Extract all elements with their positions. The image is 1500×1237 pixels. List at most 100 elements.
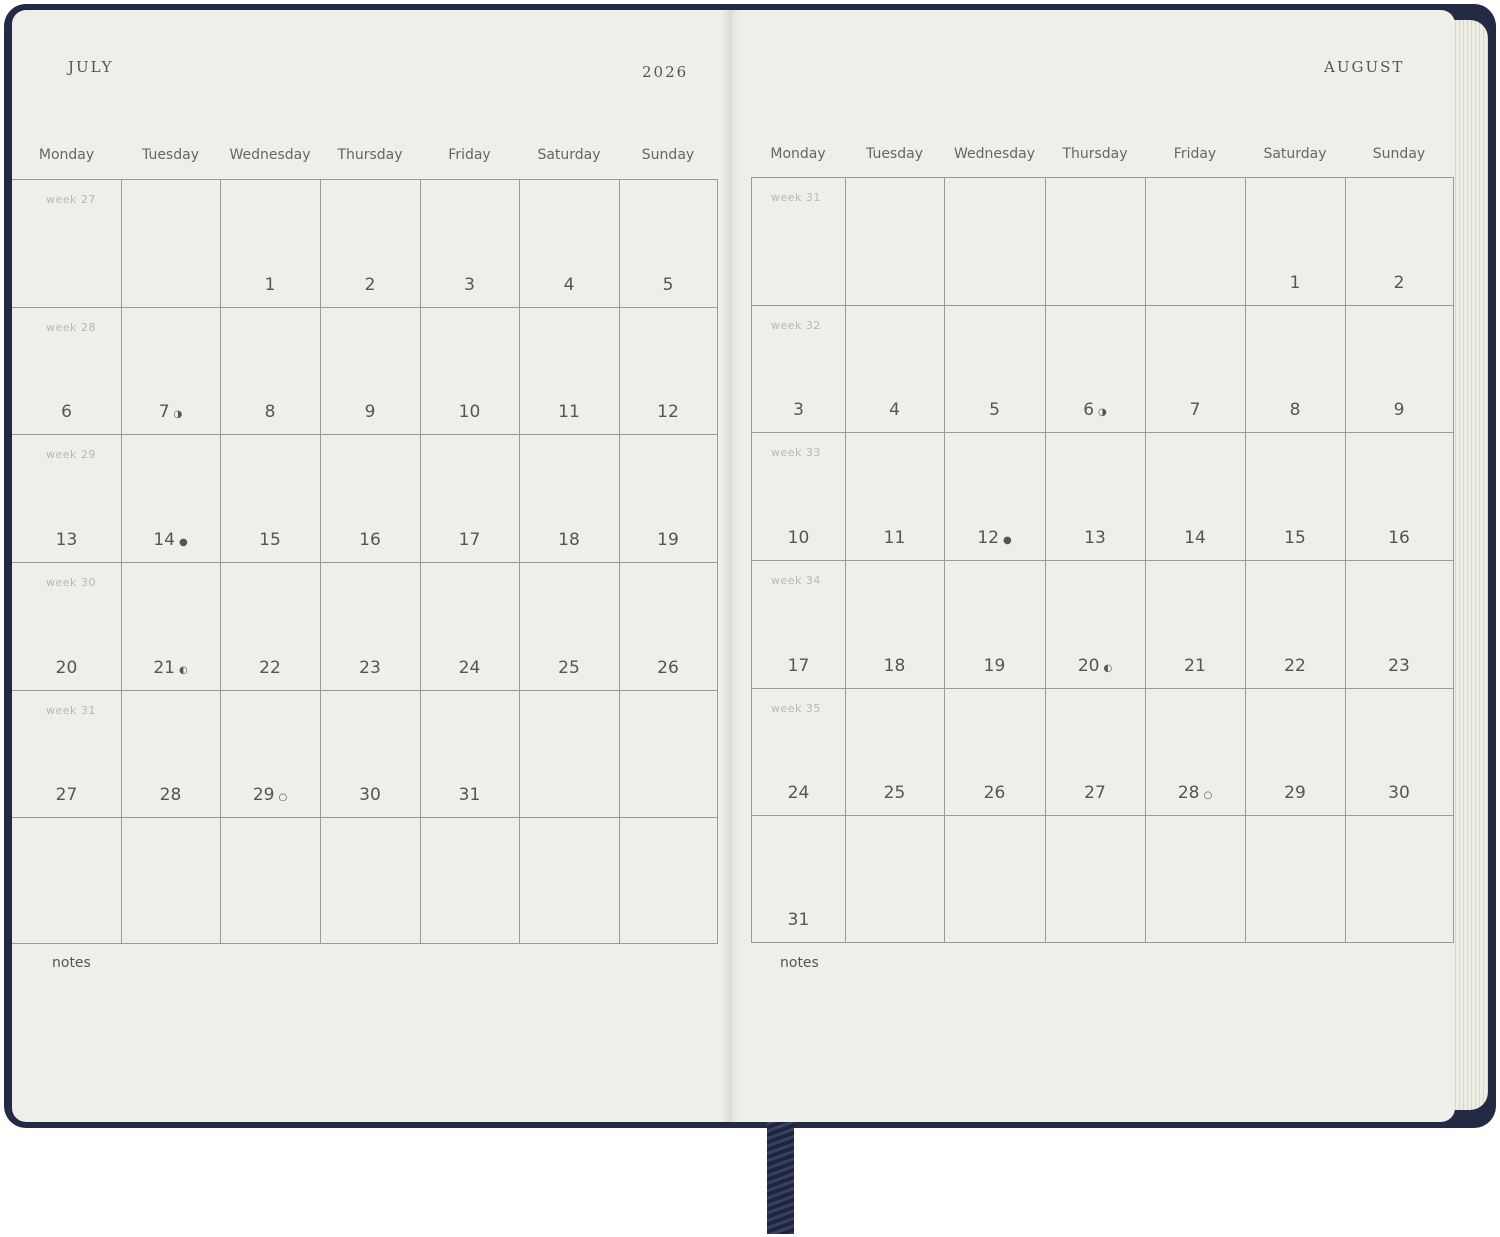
calendar-cell: week 31 27 bbox=[12, 690, 122, 818]
calendar-cell: 30 bbox=[320, 690, 421, 818]
day-number: 10 bbox=[458, 402, 481, 422]
day-number: 8 bbox=[1289, 400, 1301, 420]
calendar-cell: 31 bbox=[420, 690, 520, 818]
day-number: 2 bbox=[364, 275, 376, 295]
calendar-cell: 2 bbox=[320, 179, 421, 308]
calendar-cell: 7 ◑ bbox=[121, 307, 221, 435]
day-number: 19 bbox=[657, 530, 679, 550]
calendar-cell bbox=[944, 815, 1046, 943]
day-number: 9 bbox=[1393, 400, 1405, 420]
day-number: 6 bbox=[61, 402, 72, 422]
calendar-cell: 12 ● bbox=[944, 432, 1046, 561]
calendar-cell bbox=[121, 179, 221, 308]
day-number: 1 bbox=[264, 275, 276, 295]
calendar-cell: 19 bbox=[944, 560, 1046, 689]
calendar-cell: 13 bbox=[1045, 432, 1146, 561]
bookmark-ribbon[interactable] bbox=[767, 1118, 794, 1234]
day-number: 18 bbox=[883, 656, 906, 676]
day-number: 21 bbox=[1184, 656, 1206, 676]
day-number: 27 bbox=[1084, 783, 1106, 803]
day-number: 8 bbox=[264, 402, 276, 422]
calendar-cell: 9 bbox=[1345, 305, 1454, 433]
grid-top-line bbox=[12, 179, 717, 180]
calendar-cell: 16 bbox=[320, 434, 421, 563]
day-number: 4 bbox=[563, 275, 575, 295]
day-number: 21 ◐ bbox=[153, 658, 188, 678]
calendar-cell: week 34 17 bbox=[751, 560, 846, 689]
calendar-cell: 2 bbox=[1345, 177, 1454, 306]
day-number: 23 bbox=[359, 658, 381, 678]
calendar-cell: 25 bbox=[845, 688, 945, 816]
day-number: 1 bbox=[1289, 273, 1301, 293]
calendar-cell: 20 ◐ bbox=[1045, 560, 1146, 689]
book-gutter bbox=[722, 10, 742, 1122]
last-quarter-moon-icon: ◑ bbox=[173, 409, 183, 420]
calendar-cell: week 29 13 bbox=[12, 434, 122, 563]
new-moon-icon: ● bbox=[1002, 535, 1012, 546]
last-quarter-moon-icon: ◑ bbox=[1098, 407, 1107, 418]
calendar-cell: 8 bbox=[220, 307, 321, 435]
calendar-cell bbox=[420, 817, 520, 944]
calendar-cell: 14 bbox=[1145, 432, 1246, 561]
calendar-cell: 29 bbox=[1245, 688, 1346, 816]
day-number: 16 bbox=[359, 530, 381, 550]
calendar-cell: 6 ◑ bbox=[1045, 305, 1146, 433]
year-label: 2026 bbox=[642, 63, 689, 81]
calendar-cell bbox=[1345, 815, 1454, 943]
calendar-cell bbox=[1245, 815, 1346, 943]
weekday-header: Sunday bbox=[1372, 146, 1426, 162]
day-number: 26 bbox=[657, 658, 679, 678]
calendar-cell: 1 bbox=[220, 179, 321, 308]
calendar-cell bbox=[220, 817, 321, 944]
weekday-header: Friday bbox=[448, 147, 491, 163]
calendar-cell: 29 ○ bbox=[220, 690, 321, 818]
calendar-cell: 22 bbox=[1245, 560, 1346, 689]
calendar-cell: week 30 20 bbox=[12, 562, 122, 691]
day-number: 4 bbox=[889, 400, 900, 420]
calendar-cell: 26 bbox=[619, 562, 718, 691]
calendar-cell: 21 bbox=[1145, 560, 1246, 689]
notes-label: notes bbox=[52, 955, 91, 971]
calendar-cell: 18 bbox=[845, 560, 945, 689]
day-number: 25 bbox=[883, 783, 906, 803]
day-number: 2 bbox=[1393, 273, 1405, 293]
calendar-cell: 4 bbox=[845, 305, 945, 433]
day-number: 31 bbox=[787, 910, 810, 930]
week-number: week 34 bbox=[771, 574, 821, 587]
week-number: week 30 bbox=[46, 576, 96, 589]
calendar-cell: 10 bbox=[420, 307, 520, 435]
calendar-cell bbox=[1045, 177, 1146, 306]
calendar-cell: week 28 6 bbox=[12, 307, 122, 435]
day-number: 22 bbox=[1284, 656, 1306, 676]
calendar-cell: 16 bbox=[1345, 432, 1454, 561]
weekday-header: Saturday bbox=[1263, 146, 1327, 162]
calendar-cell: week 33 10 bbox=[751, 432, 846, 561]
day-number: 19 bbox=[983, 656, 1006, 676]
calendar-cell bbox=[845, 815, 945, 943]
day-number: 6 ◑ bbox=[1083, 400, 1107, 420]
calendar-cell bbox=[619, 817, 718, 944]
week-number: week 33 bbox=[771, 446, 821, 459]
day-number: 5 bbox=[662, 275, 674, 295]
calendar-cell bbox=[320, 817, 421, 944]
weekday-header: Sunday bbox=[641, 147, 695, 163]
day-number: 27 bbox=[55, 785, 78, 805]
weekday-header: Thursday bbox=[1062, 146, 1128, 162]
calendar-cell: 21 ◐ bbox=[121, 562, 221, 691]
calendar-cell: 4 bbox=[519, 179, 620, 308]
calendar-cell: 1 bbox=[1245, 177, 1346, 306]
calendar-cell bbox=[12, 817, 122, 944]
calendar-cell: 24 bbox=[420, 562, 520, 691]
day-number: 7 ◑ bbox=[158, 402, 183, 422]
full-moon-icon: ○ bbox=[278, 792, 288, 803]
calendar-cell: week 31 bbox=[751, 177, 846, 306]
day-number: 24 bbox=[458, 658, 481, 678]
day-number: 29 ○ bbox=[252, 785, 288, 805]
month-title-august: AUGUST bbox=[1324, 58, 1405, 76]
calendar-cell: week 35 24 bbox=[751, 688, 846, 816]
grid-top-line bbox=[751, 177, 1453, 178]
day-number: 15 bbox=[1284, 528, 1306, 548]
calendar-cell: 5 bbox=[944, 305, 1046, 433]
weekday-header: Wednesday bbox=[229, 147, 311, 163]
calendar-cell bbox=[944, 177, 1046, 306]
